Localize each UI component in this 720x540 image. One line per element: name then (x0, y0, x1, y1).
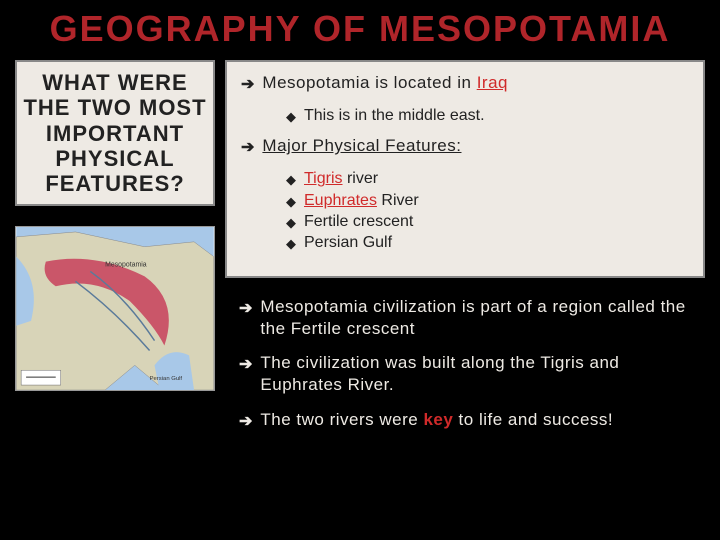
arrow-icon: ➔ (239, 298, 252, 318)
highlight-tigris: Tigris (304, 170, 343, 187)
sub-text: Tigris river (304, 169, 378, 188)
bullet-text: The two rivers were key to life and succ… (260, 409, 613, 431)
bullet-text: Mesopotamia civilization is part of a re… (260, 296, 691, 340)
diamond-icon: ◆ (286, 236, 296, 252)
title-text: GEOGRAPHY OF MESOPOTAMIA (50, 8, 671, 49)
highlight-key: key (423, 410, 453, 429)
slide-title: GEOGRAPHY OF MESOPOTAMIA (0, 0, 720, 54)
diamond-icon: ◆ (286, 172, 296, 188)
sub-text: This is in the middle east. (304, 106, 485, 125)
content-box: ➔ Mesopotamia is located in Iraq ◆ This … (225, 60, 705, 278)
arrow-icon: ➔ (239, 354, 252, 374)
svg-text:Persian Gulf: Persian Gulf (150, 377, 183, 383)
text-segment: The two rivers were (260, 410, 423, 429)
sub-list-features: ◆ Tigris river ◆ Euphrates River ◆ Ferti… (241, 169, 689, 252)
highlight-euphrates: Euphrates (304, 192, 377, 209)
bullet-item: ➔ The two rivers were key to life and su… (239, 409, 691, 431)
sub-item: ◆ Fertile crescent (286, 212, 689, 231)
left-column: WHAT WERE THE TWO MOST IMPORTANT PHYSICA… (15, 60, 215, 391)
diamond-icon: ◆ (286, 109, 296, 125)
map-image: Mesopotamia Persian Gulf (15, 226, 215, 391)
bullet-text: The civilization was built along the Tig… (260, 352, 691, 396)
sub-item: ◆ Persian Gulf (286, 233, 689, 252)
text-segment: to life and success! (453, 410, 613, 429)
question-text: WHAT WERE THE TWO MOST IMPORTANT PHYSICA… (21, 70, 209, 196)
arrow-icon: ➔ (241, 137, 254, 157)
text-segment: river (343, 170, 379, 187)
bullet-features: ➔ Major Physical Features: (241, 135, 689, 157)
sub-item: ◆ This is in the middle east. (286, 106, 689, 125)
question-box: WHAT WERE THE TWO MOST IMPORTANT PHYSICA… (15, 60, 215, 206)
svg-text:Mesopotamia: Mesopotamia (105, 262, 147, 269)
arrow-icon: ➔ (239, 411, 252, 431)
bullet-text: Major Physical Features: (262, 135, 461, 157)
bullet-location: ➔ Mesopotamia is located in Iraq (241, 72, 689, 94)
lower-list: ➔ Mesopotamia civilization is part of a … (225, 278, 705, 452)
text-segment: Mesopotamia is located in (262, 73, 476, 92)
text-segment: River (377, 192, 419, 209)
sub-text: Fertile crescent (304, 212, 413, 231)
sub-text: Euphrates River (304, 191, 419, 210)
bullet-item: ➔ The civilization was built along the T… (239, 352, 691, 396)
bullet-item: ➔ Mesopotamia civilization is part of a … (239, 296, 691, 340)
bullet-text: Mesopotamia is located in Iraq (262, 72, 508, 94)
sub-item: ◆ Euphrates River (286, 191, 689, 210)
fertile-crescent-map-icon: Mesopotamia Persian Gulf (16, 227, 214, 390)
sub-text: Persian Gulf (304, 233, 392, 252)
diamond-icon: ◆ (286, 194, 296, 210)
right-column: ➔ Mesopotamia is located in Iraq ◆ This … (225, 60, 705, 453)
sub-item: ◆ Tigris river (286, 169, 689, 188)
sub-list-location: ◆ This is in the middle east. (241, 106, 689, 125)
highlight-iraq: Iraq (477, 73, 508, 92)
arrow-icon: ➔ (241, 74, 254, 94)
diamond-icon: ◆ (286, 215, 296, 231)
